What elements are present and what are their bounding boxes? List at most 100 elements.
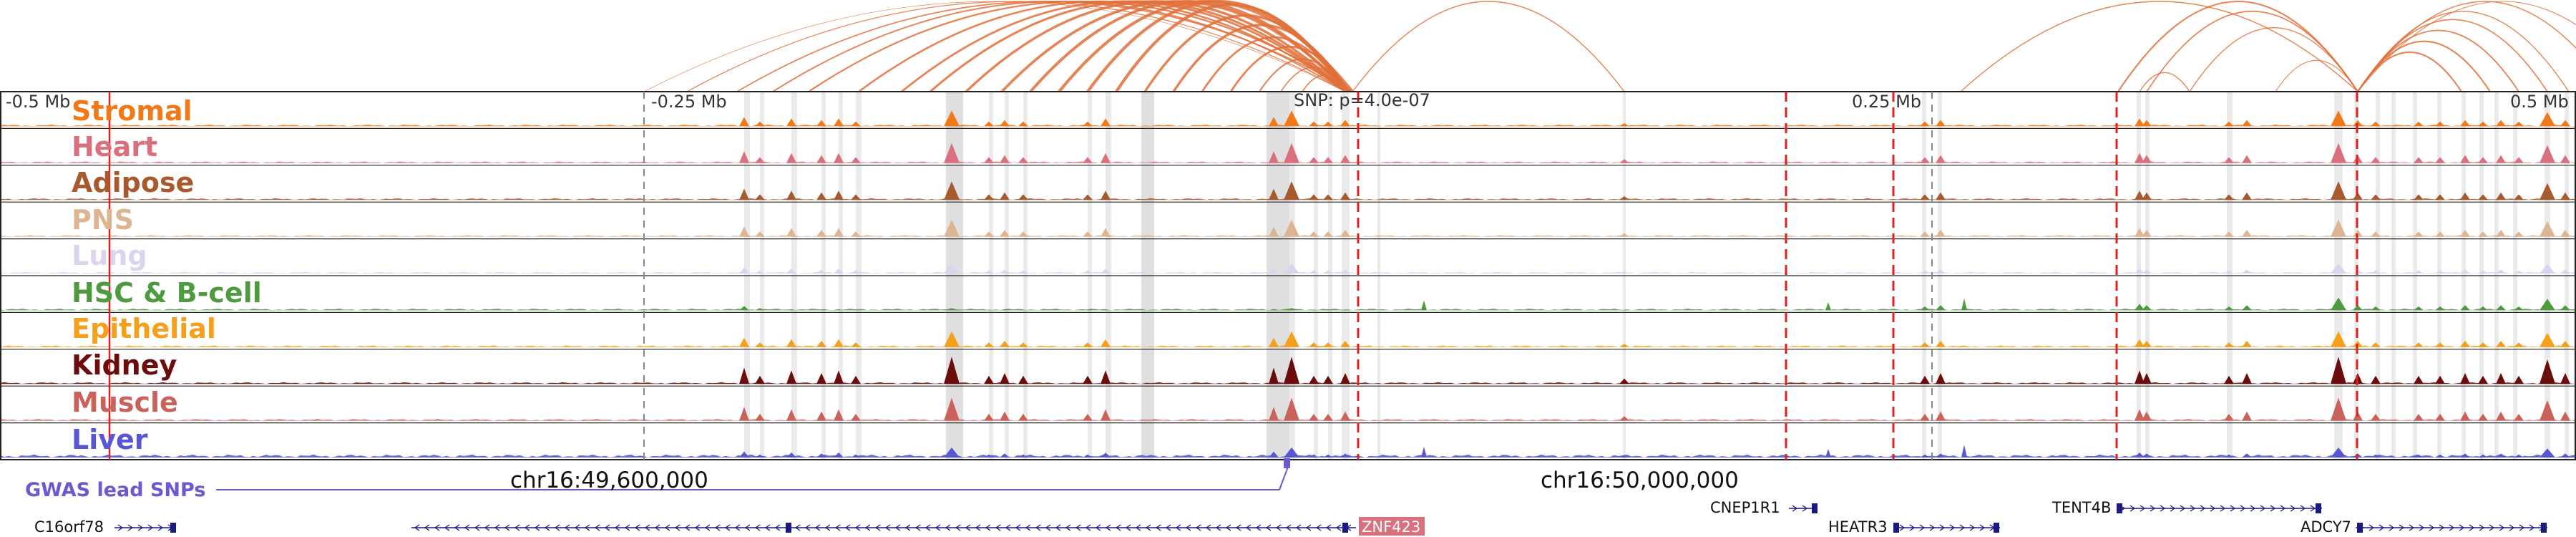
signal-peak (851, 270, 861, 274)
gene-strand-arrow (2409, 524, 2415, 531)
gene-label-c16orf78: C16orf78 (34, 518, 104, 536)
gene-strand-arrow (1075, 524, 1081, 531)
signal-peak (2224, 231, 2234, 237)
signal-peak (984, 309, 994, 311)
gene-strand-arrow (2129, 505, 2136, 512)
signal-peak (2371, 121, 2381, 127)
signal-peak (786, 228, 796, 237)
signal-peak (786, 153, 796, 163)
signal-peak (739, 267, 749, 274)
signal-peak (2435, 194, 2445, 200)
signal-peak (2460, 411, 2470, 421)
signal-peak (1000, 120, 1010, 127)
signal-peak (2371, 375, 2381, 384)
signal-peak (2460, 155, 2470, 163)
signal-peak (1340, 453, 1350, 458)
gene-strand-arrow (137, 524, 144, 531)
gene-strand-arrow (684, 524, 691, 531)
signal-peak (1083, 121, 1093, 127)
signal-peak (1000, 230, 1010, 237)
signal-peak (2514, 454, 2524, 458)
gene-strand-arrow (1899, 524, 1906, 531)
signal-peak (1083, 157, 1093, 163)
signal-peak (1920, 375, 1930, 384)
signal-peak (816, 120, 826, 127)
signal-peak (1101, 153, 1111, 163)
gwas-label: GWAS lead SNPs (25, 479, 205, 501)
signal-peak (2478, 306, 2488, 311)
signal-peak (2142, 155, 2152, 163)
signal-peak (786, 409, 796, 421)
signal-peak (2560, 269, 2570, 274)
signal-peak (2224, 414, 2234, 421)
signal-peak (2142, 269, 2152, 274)
signal-peak (786, 453, 796, 458)
signal-peak (1936, 120, 1946, 127)
gene-strand-arrow (1929, 524, 1936, 531)
gene-strand-arrow (1065, 524, 1071, 531)
gene-strand-arrow (1215, 524, 1221, 531)
gene-strand-arrow (2160, 505, 2166, 512)
signal-peak (2135, 453, 2145, 458)
gene-strand-arrow (814, 524, 821, 531)
gene-exon (2357, 523, 2363, 533)
signal-peak (1000, 155, 1010, 163)
signal-peak (1018, 194, 1028, 200)
signal-peak (851, 375, 861, 384)
signal-peak (2540, 400, 2555, 421)
gene-strand-arrow (1155, 524, 1161, 531)
gene-strand-arrow (594, 524, 600, 531)
signal-peak (1269, 407, 1279, 421)
loop-arc (1172, 24, 1350, 92)
gene-strand-arrow (2479, 524, 2485, 531)
signal-peak (739, 188, 749, 200)
signal-peak (1920, 342, 1930, 347)
signal-peak (1284, 219, 1299, 237)
signal-peak (2224, 342, 2234, 347)
signal-peak (2242, 411, 2252, 421)
gene-exon (1893, 523, 1899, 533)
gene-strand-arrow (674, 524, 680, 531)
signal-peak (2496, 373, 2506, 384)
signal-peak (816, 309, 826, 311)
signal-peak (2242, 269, 2252, 274)
signal-peak (1309, 414, 1319, 421)
gene-strand-arrow (1939, 524, 1946, 531)
signal-peak (739, 337, 749, 347)
signal-peak (2242, 120, 2252, 127)
loop-arc (2357, 1, 2576, 92)
signal-peak (1619, 378, 1629, 384)
loop-arc (1201, 36, 1347, 92)
signal-peak (755, 194, 765, 200)
signal-peak (1101, 339, 1111, 347)
signal-peak (2496, 155, 2506, 163)
signal-peak (1936, 411, 1946, 421)
gene-strand-arrow (1949, 524, 1956, 531)
gene-strand-arrow (2399, 524, 2405, 531)
loop-arc (1960, 1, 2358, 92)
signal-peak (851, 342, 861, 347)
gene-strand-arrow (914, 524, 921, 531)
signal-peak (944, 448, 960, 458)
gene-strand-arrow (965, 524, 971, 531)
signal-peak (1323, 194, 1333, 200)
signal-peak (1309, 454, 1319, 458)
signal-peak (1284, 263, 1299, 274)
gene-strand-arrow (2280, 505, 2286, 512)
signal-peak (2371, 414, 2381, 421)
signal-peak (834, 268, 844, 274)
signal-peak (2224, 121, 2234, 127)
signal-peak (2435, 121, 2445, 127)
signal-peak (2514, 375, 2524, 384)
signal-peak (1000, 269, 1010, 274)
signal-peak (1101, 453, 1111, 458)
signal-peak (984, 270, 994, 274)
signal-peak (1101, 370, 1111, 384)
gene-strand-arrow (1265, 524, 1272, 531)
signal-peak (739, 151, 749, 163)
signal-peak (834, 409, 844, 421)
gene-strand-arrow (935, 524, 941, 531)
gene-strand-arrow (2170, 505, 2176, 512)
signal-peak (1269, 151, 1279, 163)
gene-strand-arrow (1285, 524, 1292, 531)
